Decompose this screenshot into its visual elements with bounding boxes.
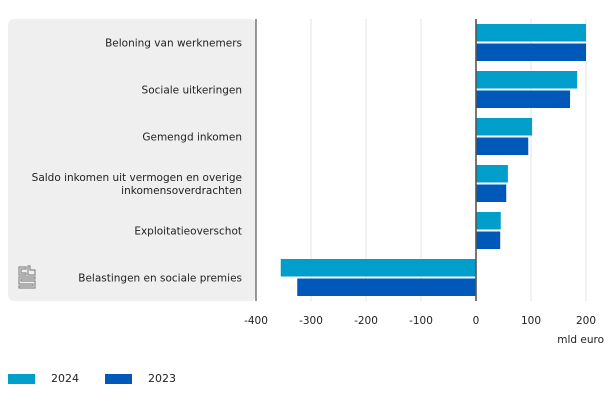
bar-2023-3 — [476, 184, 507, 202]
legend-swatch-2024 — [8, 373, 35, 384]
bar-2023-0 — [476, 43, 586, 61]
legend: 2024 2023 — [8, 372, 202, 385]
bar-2024-1 — [476, 71, 578, 89]
bar-2023-4 — [476, 231, 501, 249]
category-labels: Beloning van werknemers Sociale uitkering… — [32, 38, 242, 285]
x-tick-label: -200 — [354, 315, 378, 327]
bar-2023-1 — [476, 90, 571, 108]
bar-2024-4 — [476, 212, 501, 230]
x-tick-label: 0 — [473, 315, 480, 327]
category-label: Beloning van werknemers — [105, 38, 242, 50]
bars — [280, 24, 586, 296]
bar-2024-3 — [476, 165, 508, 183]
x-tick-label: -100 — [409, 315, 433, 327]
x-tick-labels: -400 -300 -200 -100 0 100 200 — [244, 315, 596, 327]
category-label: Gemengd inkomen — [142, 132, 242, 144]
category-label: Belastingen en sociale premies — [78, 273, 242, 285]
legend-item-2023: 2023 — [105, 372, 176, 385]
x-tick-label: 100 — [521, 315, 541, 327]
bar-2024-0 — [476, 24, 586, 42]
category-label: Sociale uitkeringen — [142, 85, 242, 97]
bar-2023-2 — [476, 137, 529, 155]
x-tick-label: 200 — [576, 315, 596, 327]
x-tick-label: -400 — [244, 315, 268, 327]
bar-2024-2 — [476, 118, 533, 136]
legend-label-2024: 2024 — [51, 372, 79, 385]
x-tick-label: -300 — [299, 315, 323, 327]
category-label: Exploitatieoverschot — [134, 226, 242, 238]
bar-2023-5 — [297, 278, 476, 296]
cbs-logo-icon — [18, 265, 36, 289]
category-panel — [8, 19, 256, 301]
category-label: Saldo inkomen uit vermogen en overige ink… — [32, 172, 242, 197]
legend-label-2023: 2023 — [148, 372, 176, 385]
x-axis-unit-label: mld euro — [557, 334, 604, 346]
gridlines — [310, 19, 587, 301]
bar-2024-5 — [280, 259, 476, 277]
legend-item-2024: 2024 — [8, 372, 79, 385]
legend-swatch-2023 — [105, 373, 132, 384]
